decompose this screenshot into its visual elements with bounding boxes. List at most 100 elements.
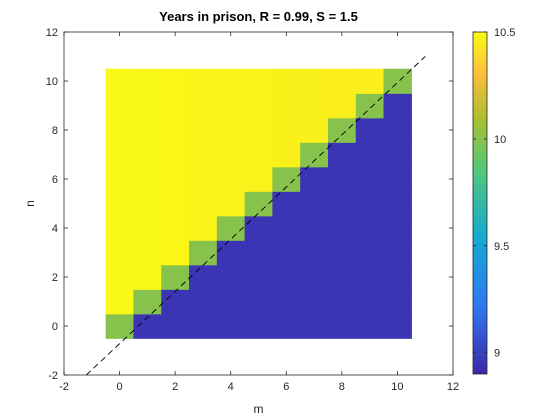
heatmap-cell <box>272 215 301 241</box>
heatmap-cell <box>355 142 385 168</box>
heatmap-cell <box>105 68 135 94</box>
heatmap-cell <box>189 240 218 266</box>
heatmap-cell <box>244 289 273 315</box>
heatmap-cell <box>383 240 412 266</box>
heatmap-cell <box>105 240 135 266</box>
x-tick-label: 8 <box>339 381 345 393</box>
heatmap-cell <box>161 264 190 290</box>
heatmap-cell <box>105 117 135 143</box>
heatmap-cell <box>189 142 218 168</box>
x-tick-label: 4 <box>228 381 234 393</box>
x-tick-label: 10 <box>391 381 403 393</box>
heatmap-cell <box>383 142 412 168</box>
heatmap-cell <box>244 215 273 241</box>
heatmap-cell <box>216 117 246 143</box>
reference-line-layer <box>85 56 426 376</box>
heatmap-cell <box>355 166 385 192</box>
x-tick-label: 2 <box>172 381 178 393</box>
colorbar-gradient <box>472 31 488 375</box>
heatmap-cell <box>272 289 301 315</box>
heatmap-cell <box>105 166 135 192</box>
colorbar-tick-label: 9 <box>494 348 500 360</box>
x-tick-label: 6 <box>283 381 289 393</box>
heatmap-cell <box>300 313 329 339</box>
heatmap-cell <box>327 289 357 315</box>
heatmap-cell <box>216 240 246 266</box>
heatmap-cell <box>216 264 246 290</box>
heatmap-cell <box>133 117 162 143</box>
heatmap-cell <box>272 117 301 143</box>
heatmap-cell <box>189 313 218 339</box>
heatmap-cell <box>216 142 246 168</box>
heatmap-cell <box>300 142 329 168</box>
heatmap-cell <box>133 93 162 119</box>
heatmap-cell <box>244 264 273 290</box>
heatmap-cell <box>189 215 218 241</box>
heatmap-cell <box>161 117 190 143</box>
y-tick-label: 0 <box>52 321 58 333</box>
colorbar: 9 9.5 10 10.5 <box>472 27 515 375</box>
heatmap-cell <box>272 313 301 339</box>
heatmap-cell <box>133 191 162 217</box>
plot-frame <box>63 31 454 376</box>
heatmap-cell <box>244 166 273 192</box>
heatmap-cell <box>355 215 385 241</box>
y-tick-label: 8 <box>52 125 58 137</box>
x-tick-label: -2 <box>59 381 69 393</box>
x-tick-label: 0 <box>117 381 123 393</box>
heatmap-cell <box>272 68 301 94</box>
heatmap-cell <box>161 93 190 119</box>
heatmap-cell <box>105 191 135 217</box>
heatmap-cell <box>189 264 218 290</box>
heatmap-cell <box>161 289 190 315</box>
reference-line-n-equals-m <box>85 56 426 376</box>
heatmap-cell <box>244 191 273 217</box>
y-tick-label: 2 <box>52 272 58 284</box>
heatmap-cell <box>327 142 357 168</box>
heatmap-cell <box>189 191 218 217</box>
heatmap-cell <box>300 240 329 266</box>
heatmap-cell <box>383 289 412 315</box>
heatmap-cell <box>355 289 385 315</box>
heatmap-cell <box>300 191 329 217</box>
heatmap-cell <box>216 166 246 192</box>
heatmap-cell <box>383 313 412 339</box>
heatmap-cell <box>383 191 412 217</box>
heatmap-cell <box>300 166 329 192</box>
y-tick-label: 10 <box>46 76 58 88</box>
heatmap-cell <box>161 142 190 168</box>
x-axis-label: m <box>254 402 264 416</box>
heatmap-cell <box>327 313 357 339</box>
heatmap-cell <box>327 117 357 143</box>
heatmap-cell <box>216 289 246 315</box>
heatmap-cell <box>105 264 135 290</box>
heatmap-cell <box>355 313 385 339</box>
heatmap-cell <box>327 215 357 241</box>
heatmap-cell <box>272 93 301 119</box>
heatmap-cell <box>244 142 273 168</box>
heatmap-cell <box>383 166 412 192</box>
heatmap-cell <box>105 289 135 315</box>
y-tick-label: 4 <box>52 223 58 235</box>
heatmap-cell <box>355 93 385 119</box>
heatmap-cell <box>105 313 135 339</box>
heatmap-cell <box>327 166 357 192</box>
heatmap-cell <box>161 166 190 192</box>
heatmap-cell <box>272 142 301 168</box>
heatmap-cell <box>216 215 246 241</box>
colorbar-tick-label: 10.5 <box>494 27 515 39</box>
heatmap-cell <box>300 68 329 94</box>
heatmap-cell <box>300 289 329 315</box>
heatmap-cell <box>355 117 385 143</box>
heatmap-cell <box>189 68 218 94</box>
heatmap-cell <box>383 93 412 119</box>
heatmap-cell <box>327 191 357 217</box>
heatmap-cell <box>189 117 218 143</box>
axes: -2 0 2 4 6 8 10 12 -2 0 2 4 6 8 10 12 <box>46 27 459 393</box>
heatmap-cell <box>216 191 246 217</box>
heatmap-cell <box>216 313 246 339</box>
heatmap-cell <box>161 313 190 339</box>
y-tick-label: 6 <box>52 174 58 186</box>
heatmap-cell <box>133 289 162 315</box>
heatmap-cell <box>327 93 357 119</box>
